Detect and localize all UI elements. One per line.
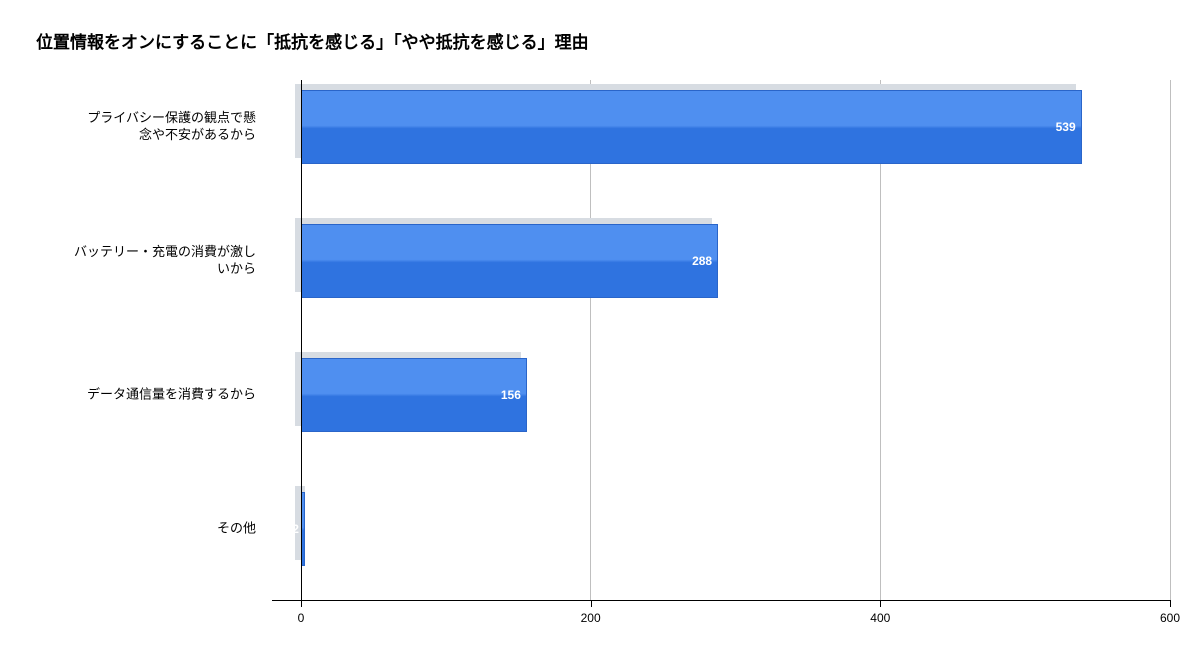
bar-value-label: 156 (481, 388, 521, 402)
plot-area: 539プライバシー保護の観点で懸念や不安があるから288バッテリー・充電の消費が… (272, 80, 1170, 600)
bar-value-label: 539 (1036, 120, 1076, 134)
x-tick (301, 600, 302, 607)
x-tick (880, 600, 881, 607)
x-gridline (1170, 80, 1171, 600)
category-label: バッテリー・充電の消費が激しいから (20, 244, 256, 278)
bar (301, 224, 718, 298)
x-tick-label: 0 (298, 611, 305, 625)
x-axis-line (272, 600, 1170, 601)
x-tick (1170, 600, 1171, 607)
x-tick-label: 600 (1160, 611, 1180, 625)
bar-value-label: 288 (672, 254, 712, 268)
category-label: プライバシー保護の観点で懸念や不安があるから (20, 110, 256, 144)
bar-value-label: 2 (259, 522, 299, 536)
chart-root: 位置情報をオンにすることに「抵抗を感じる」「やや抵抗を感じる」理由 539プライ… (0, 0, 1200, 658)
y-axis-line (301, 80, 302, 600)
x-tick (591, 600, 592, 607)
bar (301, 90, 1082, 164)
category-label: データ通信量を消費するから (20, 387, 256, 404)
x-tick-label: 200 (581, 611, 601, 625)
chart-title: 位置情報をオンにすることに「抵抗を感じる」「やや抵抗を感じる」理由 (36, 28, 589, 53)
x-tick-label: 400 (870, 611, 890, 625)
category-label: その他 (20, 521, 256, 538)
